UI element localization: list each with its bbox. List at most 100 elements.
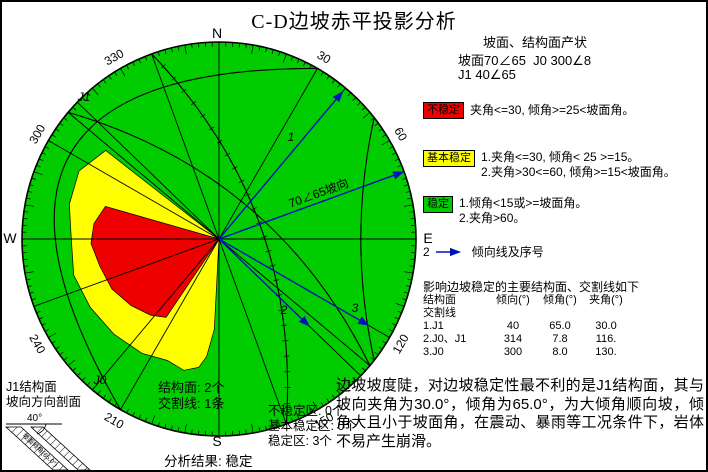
perimeter-tick (409, 265, 415, 267)
perimeter-tick (144, 417, 148, 422)
perimeter-tick (26, 278, 31, 281)
perimeter-tick (388, 146, 394, 149)
perimeter-tick (251, 44, 254, 54)
perimeter-tick (81, 97, 86, 101)
perimeter-tick (36, 310, 41, 314)
dip-direction-arrow (218, 238, 310, 327)
perimeter-tick (29, 291, 35, 294)
arc-tick (160, 64, 166, 69)
perimeter-tick (36, 164, 41, 168)
arc-tick (231, 166, 238, 170)
col-header-intersection: 交割线 (423, 307, 456, 319)
plot-label: 3 (352, 301, 359, 315)
perimeter-tick (144, 56, 148, 61)
perimeter-tick (296, 58, 300, 64)
perimeter-tick (92, 87, 99, 96)
perimeter-tick (394, 158, 400, 162)
table-row-angle: 116. (595, 333, 617, 345)
perimeter-tick (278, 51, 281, 57)
perimeter-tick (26, 197, 31, 200)
arc-tick (282, 339, 289, 342)
spacer (583, 307, 629, 320)
azimuth-label: 210 (102, 410, 127, 432)
perimeter-tick (59, 351, 64, 356)
perimeter-tick (51, 134, 56, 138)
perimeter-tick (378, 346, 383, 350)
plot-label: 1 (288, 130, 295, 144)
basic-rule-1: 1.夹角<=30, 倾角< 25 >=15。 (481, 150, 640, 164)
perimeter-tick (72, 106, 77, 111)
perimeter-tick (184, 424, 187, 434)
perimeter-tick (132, 61, 135, 67)
table-row-dipdir: 300 (503, 346, 523, 358)
perimeter-tick (409, 211, 415, 213)
perimeter-tick (394, 316, 400, 320)
analysis-result: 分析结果: 稳定 (164, 454, 253, 469)
col-header-dipdir: 倾向(°) (496, 294, 530, 306)
perimeter-tick (164, 49, 167, 55)
perimeter-tick (132, 411, 135, 417)
perimeter-tick (401, 298, 407, 301)
col-header-dip: 倾角(°) (543, 294, 577, 306)
perimeter-tick (395, 302, 405, 307)
perimeter-tick (331, 79, 336, 84)
arc-tick (273, 279, 280, 282)
perimeter-tick (352, 377, 357, 381)
perimeter-tick (55, 128, 60, 132)
perimeter-tick (320, 402, 324, 407)
perimeter-tick (151, 415, 156, 425)
perimeter-tick (278, 421, 281, 427)
occurrence-j1: J1 40∠65 (458, 67, 516, 82)
analysis-note: 边坡坡度陡，对边坡稳定性最不利的是J1结构面，其与坡向夹角为30.0°，倾角为6… (336, 377, 704, 450)
perimeter-tick (290, 417, 294, 422)
arc-tick (278, 309, 285, 311)
arc-tick (216, 139, 223, 144)
perimeter-tick (191, 429, 193, 435)
perimeter-tick (320, 71, 324, 76)
structural-plane-count: 结构面: 2个 (158, 380, 225, 395)
perimeter-tick (120, 68, 126, 77)
perimeter-tick (23, 265, 29, 267)
perimeter-tick (27, 285, 33, 287)
perimeter-tick (86, 92, 91, 97)
perimeter-tick (337, 390, 341, 395)
perimeter-tick (326, 75, 330, 80)
perimeter-tick (44, 146, 50, 149)
perimeter-tick (102, 394, 107, 399)
page-title: C-D边坡赤平投影分析 (251, 11, 457, 33)
perimeter-tick (171, 425, 173, 431)
perimeter-tick (388, 329, 394, 332)
legend-unstable: 不稳定 夹角<=30, 倾角>=25<坡面角。 (423, 102, 634, 119)
col-header-plane: 结构面 (423, 294, 456, 306)
perimeter-tick (407, 278, 412, 281)
arc-tick (256, 221, 263, 225)
perimeter-tick (290, 56, 294, 61)
azimuth-label: 240 (26, 332, 48, 357)
perimeter-tick (309, 408, 312, 414)
perimeter-tick (38, 158, 44, 162)
stable-rules: 1.倾角<15或>=坡面角。 2.夹角>60。 (459, 196, 587, 226)
perimeter-tick (361, 367, 366, 372)
arc-tick (238, 179, 245, 183)
occurrence-slope-j0: 坡面70∠65 J0 300∠8 (458, 53, 592, 68)
dip-direction-arrow (218, 238, 370, 326)
basic-stable-zone-count: 基本稳定区: 0个 (268, 419, 357, 433)
perimeter-tick (41, 323, 47, 326)
hatched-band (4, 426, 69, 470)
legend-dip-line: 2 倾向线及序号 (423, 243, 544, 260)
legend-basic-stable: 基本稳定 1.夹角<=30, 倾角< 25 >=15。 2.夹角>30<=60,… (423, 150, 676, 180)
influence-table-title: 影响边坡稳定的主要结构面、交割线如下 (423, 280, 640, 294)
table-row-dip: 65.0 (549, 320, 571, 332)
unstable-rule: 夹角<=30, 倾角>=25<坡面角。 (470, 103, 635, 117)
table-row-dip: 8.0 (552, 346, 568, 358)
perimeter-tick (382, 340, 387, 344)
perimeter-tick (67, 359, 76, 366)
basic-rule-2: 2.夹角>30<=60, 倾角>=15<坡面角。 (481, 165, 676, 179)
perimeter-tick (24, 204, 34, 207)
perimeter-tick (362, 112, 371, 119)
perimeter-tick (41, 152, 47, 155)
influence-table: 结构面 倾向(°) 倾角(°) 夹角(°) 交割线 1.J1 40 65.0 3… (423, 294, 629, 359)
perimeter-tick (27, 191, 33, 193)
profile-caption: J1结构面 坡向方向剖面 (6, 380, 81, 410)
perimeter-tick (337, 83, 341, 88)
